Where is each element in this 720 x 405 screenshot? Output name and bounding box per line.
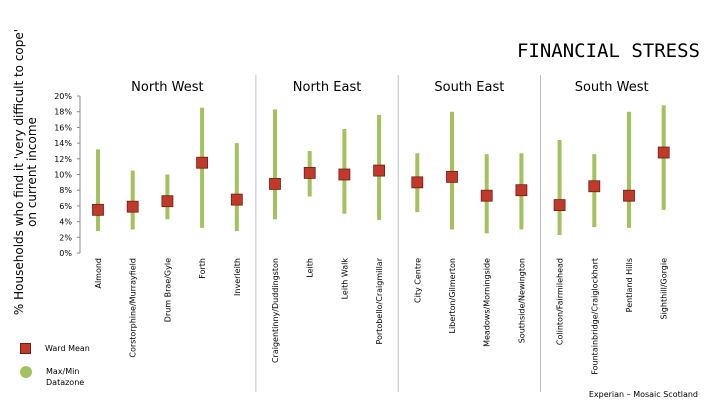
category-label: Inverleith (233, 258, 242, 296)
category-label: Leith Walk (340, 258, 349, 300)
mean-marker (269, 178, 281, 190)
y-tick-label: 2% (59, 233, 72, 242)
y-tick-label: 0% (59, 249, 72, 258)
legend-label-range: Max/Min Datazone (46, 367, 85, 387)
mean-marker (338, 168, 351, 181)
category-label: Forth (198, 258, 207, 279)
category-label: Meadows/Morningside (483, 258, 492, 347)
category-label: Portobello/Craigmillar (375, 257, 384, 344)
mean-marker (92, 203, 104, 216)
y-tick-label: 12% (54, 155, 72, 164)
mean-marker (161, 195, 174, 208)
category-label: City Centre (413, 258, 422, 303)
group-title: South West (575, 80, 649, 95)
category-label: Liberton/Gilmerton (448, 258, 457, 334)
group-title: North East (293, 80, 362, 95)
group-title: South East (434, 80, 504, 95)
category-label: Southside/Newington (517, 258, 526, 343)
y-tick-label: 4% (59, 218, 72, 227)
mean-marker (588, 180, 601, 193)
mean-marker (480, 189, 493, 202)
category-label: Drum Brae/Gyle (163, 258, 172, 322)
mean-marker (553, 199, 566, 212)
mean-marker (303, 167, 316, 179)
category-label: Corstorphine/Murrayfield (129, 258, 138, 358)
y-tick-label: 6% (59, 202, 72, 211)
legend-swatch-ward-mean (20, 343, 31, 354)
y-tick-label: 14% (54, 139, 72, 148)
mean-marker (373, 164, 386, 177)
mean-marker (196, 156, 209, 169)
category-label: Fountainbridge/Craiglockhart (590, 258, 599, 375)
legend-item-ward-mean: Ward Mean (20, 343, 115, 354)
source-note: Experian – Mosaic Scotland (588, 390, 698, 399)
group-title: North West (131, 80, 203, 95)
category-label: Craigentinny/Duddingston (271, 258, 280, 363)
legend-swatch-range (20, 366, 32, 378)
mean-marker (411, 176, 424, 189)
mean-marker (126, 200, 139, 213)
category-label: Leith (306, 258, 315, 278)
y-tick-label: 20% (54, 92, 72, 101)
y-tick-label: 8% (59, 186, 72, 195)
page-title: FINANCIAL STRESS (516, 40, 700, 62)
category-label: Colinton/Fairmilehead (556, 258, 565, 345)
mean-marker (657, 146, 670, 159)
mean-marker (230, 193, 243, 206)
y-tick-label: 10% (54, 171, 72, 180)
legend-item-range: Max/Min Datazone (20, 366, 116, 388)
mean-marker (623, 189, 635, 202)
legend-label-ward-mean: Ward Mean (45, 344, 90, 353)
mean-marker (515, 184, 528, 197)
mean-marker (446, 170, 458, 183)
y-tick-label: 16% (54, 123, 72, 132)
category-label: Pentland Hills (625, 258, 634, 312)
y-tick-label: 18% (54, 108, 72, 117)
category-label: Almond (94, 258, 103, 289)
category-label: Sighthill/Gorgie (660, 258, 669, 320)
